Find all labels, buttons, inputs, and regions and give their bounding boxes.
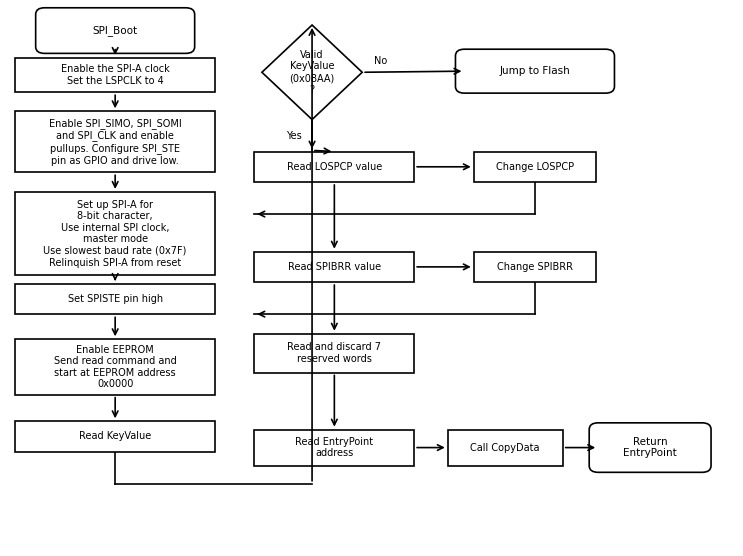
Bar bbox=[15, 284, 215, 315]
Text: Jump to Flash: Jump to Flash bbox=[499, 66, 571, 76]
FancyBboxPatch shape bbox=[589, 423, 711, 473]
Text: Enable the SPI-A clock
Set the LSPCLK to 4: Enable the SPI-A clock Set the LSPCLK to… bbox=[61, 64, 169, 86]
Text: Change LOSPCP: Change LOSPCP bbox=[496, 162, 574, 172]
Bar bbox=[254, 151, 415, 182]
Bar bbox=[447, 429, 563, 465]
Text: Yes: Yes bbox=[285, 131, 302, 141]
Text: Call CopyData: Call CopyData bbox=[470, 443, 540, 453]
Bar bbox=[254, 429, 415, 465]
Bar bbox=[254, 334, 415, 373]
Text: Enable SPI_SIMO, SPI_SOMI
and SPI_CLK and enable
pullups. Configure SPI_STE
pin : Enable SPI_SIMO, SPI_SOMI and SPI_CLK an… bbox=[49, 118, 181, 166]
Text: Read and discard 7
reserved words: Read and discard 7 reserved words bbox=[288, 342, 381, 364]
Bar bbox=[474, 151, 596, 182]
Text: Enable EEPROM
Send read command and
start at EEPROM address
0x0000: Enable EEPROM Send read command and star… bbox=[53, 345, 177, 389]
Bar bbox=[474, 251, 596, 282]
Text: Read KeyValue: Read KeyValue bbox=[79, 431, 152, 441]
Text: Change SPIBRR: Change SPIBRR bbox=[497, 262, 573, 272]
Text: Read LOSPCP value: Read LOSPCP value bbox=[287, 162, 382, 172]
Text: No: No bbox=[374, 56, 387, 66]
Text: Set up SPI-A for
8-bit character,
Use internal SPI clock,
master mode
Use slowes: Set up SPI-A for 8-bit character, Use in… bbox=[44, 200, 186, 267]
Bar bbox=[15, 339, 215, 395]
Text: Read SPIBRR value: Read SPIBRR value bbox=[288, 262, 381, 272]
Bar bbox=[254, 251, 415, 282]
Text: Return
EntryPoint: Return EntryPoint bbox=[623, 437, 677, 458]
FancyBboxPatch shape bbox=[36, 8, 195, 53]
Polygon shape bbox=[262, 25, 363, 120]
FancyBboxPatch shape bbox=[455, 49, 614, 93]
Text: SPI_Boot: SPI_Boot bbox=[93, 25, 137, 36]
Bar bbox=[15, 192, 215, 275]
Bar bbox=[15, 421, 215, 451]
Bar bbox=[15, 111, 215, 172]
Text: Valid
KeyValue
(0x08AA)
?: Valid KeyValue (0x08AA) ? bbox=[290, 50, 334, 95]
Bar bbox=[15, 58, 215, 92]
Text: Read EntryPoint
address: Read EntryPoint address bbox=[295, 437, 374, 458]
Text: Set SPISTE pin high: Set SPISTE pin high bbox=[68, 294, 163, 304]
